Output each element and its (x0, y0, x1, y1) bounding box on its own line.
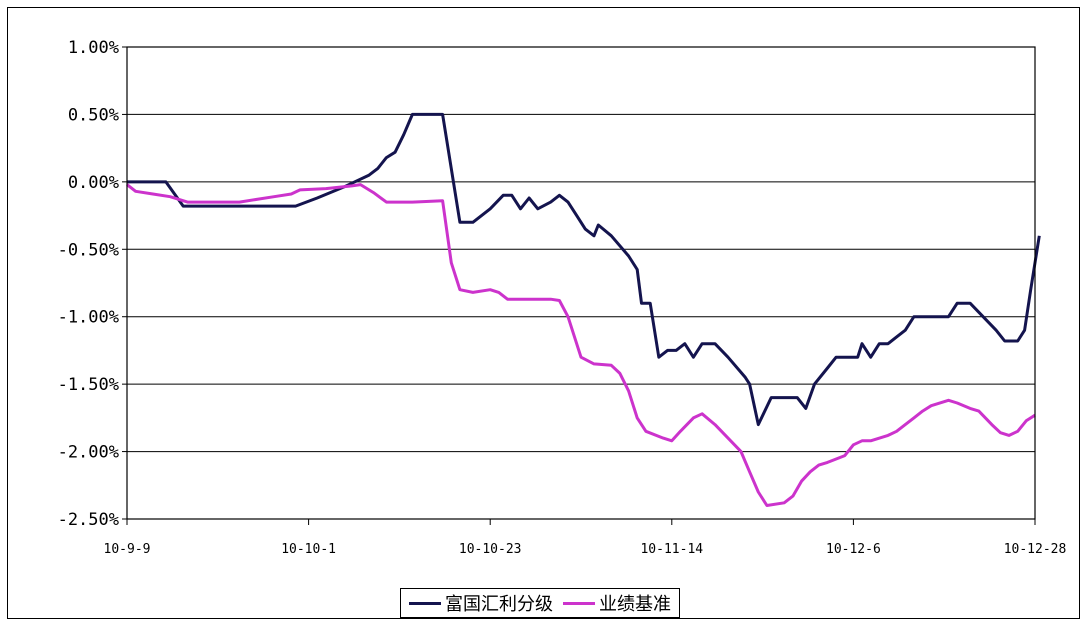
legend-swatch-series-2 (563, 601, 595, 605)
gridlines (127, 46, 1035, 520)
series-lines (126, 112, 1041, 507)
x-axis-ticks: 10-9-9 10-10-1 10-10-23 10-11-14 10-12-6 10-1… (104, 519, 1067, 557)
y-tick-label: -0.50% (58, 240, 119, 260)
legend-swatch-series-1 (409, 601, 441, 605)
chart-frame (7, 7, 1080, 619)
y-tick-label: 1.00% (68, 38, 119, 58)
x-tick-label: 10-10-1 (281, 542, 336, 557)
y-tick-label: 0.50% (68, 105, 119, 125)
x-tick-label: 10-9-9 (104, 542, 151, 557)
y-tick-label: -1.00% (58, 308, 119, 328)
y-tick-label: 0.00% (68, 173, 119, 193)
y-axis-ticks: 1.00% 0.50% 0.00% -0.50% -1.00% -1.50% -2.00% -… (58, 38, 127, 530)
x-tick-label: 10-12-28 (1004, 542, 1067, 557)
plot-border (126, 46, 1036, 520)
y-tick-label: -1.50% (58, 375, 119, 395)
series-line-2 (126, 183, 1036, 507)
series-line-1 (127, 112, 1041, 427)
x-tick-label: 10-12-6 (826, 542, 881, 557)
legend-item-series-1: 富国汇利分级 (409, 590, 553, 616)
legend: 富国汇利分级 业绩基准 (400, 588, 680, 618)
legend-item-series-2: 业绩基准 (563, 590, 671, 616)
y-tick-label: -2.50% (58, 510, 119, 530)
legend-label-series-2: 业绩基准 (599, 594, 671, 615)
y-tick-label: -2.00% (58, 443, 119, 463)
legend-label-series-1: 富国汇利分级 (445, 594, 553, 615)
x-tick-label: 10-10-23 (459, 542, 522, 557)
x-tick-label: 10-11-14 (640, 542, 703, 557)
